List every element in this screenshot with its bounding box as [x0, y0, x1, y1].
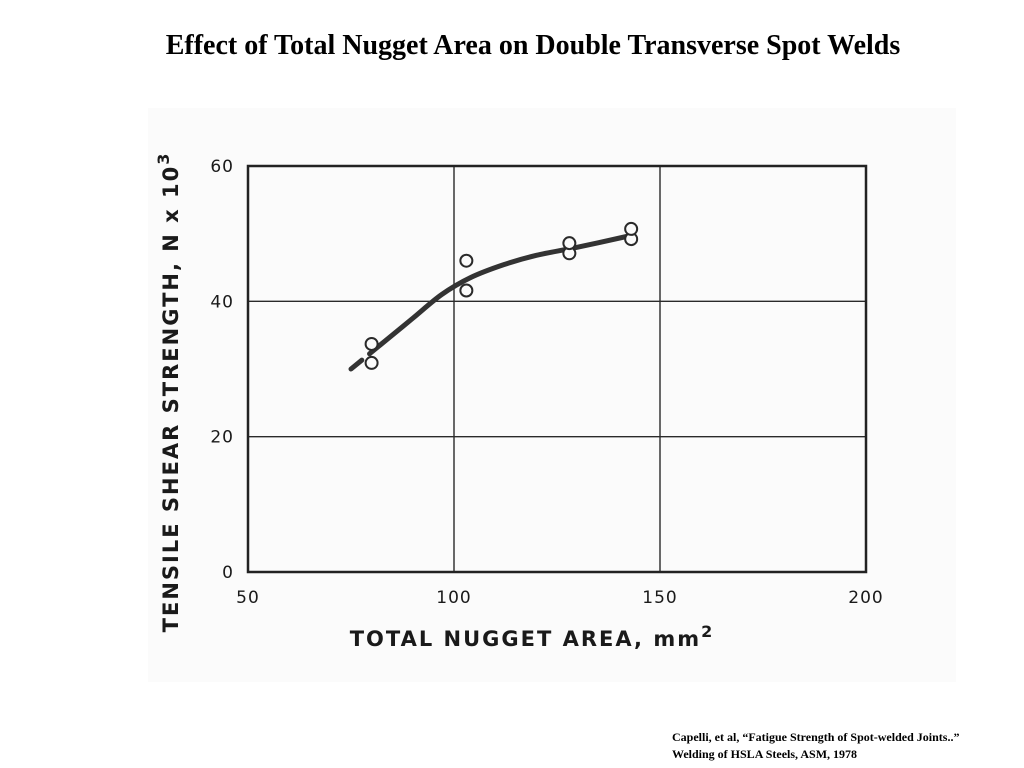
data-point-marker: [562, 236, 577, 251]
data-point-marker: [364, 336, 379, 351]
x-axis-label-text: TOTAL NUGGET AREA, mm: [350, 627, 701, 651]
data-point-marker: [624, 221, 639, 236]
x-tick-label: 50: [236, 588, 260, 608]
data-point-marker: [364, 355, 379, 370]
y-axis-label-text: TENSILE SHEAR STRENGTH, N x 10: [159, 165, 183, 633]
citation-line-2: Welding of HSLA Steels, ASM, 1978: [672, 747, 858, 761]
y-axis-label-superscript: 3: [154, 152, 173, 165]
slide-title: Effect of Total Nugget Area on Double Tr…: [165, 30, 901, 61]
data-points: [364, 221, 639, 370]
scanned-figure-background: [148, 108, 956, 682]
tensile-shear-chart: 50 100 150 200 0 20 40 60 TOTAL NUGGET AREA, m…: [154, 152, 883, 651]
x-tick-label: 200: [848, 588, 883, 608]
plot-frame: [246, 164, 868, 574]
citation-line-1: Capelli, et al, “Fatigue Strength of Spo…: [672, 730, 960, 744]
x-tick-label: 100: [436, 588, 471, 608]
data-point-marker: [459, 253, 474, 268]
y-tick-label: 20: [210, 428, 234, 448]
x-tick-labels: 50 100 150 200: [236, 588, 883, 608]
y-tick-labels: 0 20 40 60: [210, 157, 234, 583]
y-tick-label: 40: [210, 292, 234, 312]
x-axis-label-superscript: 2: [701, 622, 714, 641]
y-tick-label: 0: [222, 563, 234, 583]
y-tick-label: 60: [210, 157, 234, 177]
grid-lines: [247, 165, 867, 573]
x-tick-label: 150: [642, 588, 677, 608]
data-point-marker: [459, 283, 474, 298]
citation: Capelli, et al, “Fatigue Strength of Spo…: [672, 729, 1017, 763]
x-axis-label: TOTAL NUGGET AREA, mm2: [350, 622, 715, 651]
trend-curve: [348, 233, 630, 372]
y-axis-label: TENSILE SHEAR STRENGTH, N x 103: [154, 152, 183, 633]
